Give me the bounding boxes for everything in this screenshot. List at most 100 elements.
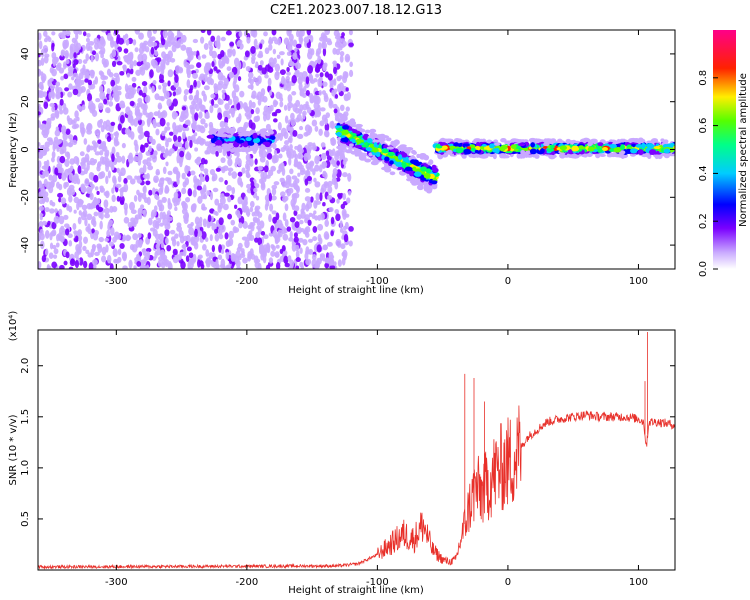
heatmap-band-cell bbox=[458, 143, 463, 147]
heatmap-speckle bbox=[251, 90, 257, 99]
heatmap-speckle bbox=[143, 130, 150, 138]
heatmap-speckle bbox=[211, 222, 217, 231]
heatmap-speckle bbox=[241, 236, 248, 241]
colorbar-gradient bbox=[713, 30, 736, 269]
heatmap-speckle bbox=[52, 254, 58, 259]
heatmap-speckle bbox=[220, 36, 226, 42]
heatmap-speckle bbox=[119, 70, 125, 76]
heatmap-speckle bbox=[167, 80, 171, 87]
heatmap-speckle bbox=[248, 230, 253, 236]
heatmap-speckle bbox=[148, 217, 153, 226]
heatmap-speckle bbox=[174, 74, 179, 83]
heatmap-speckle bbox=[47, 220, 51, 226]
heatmap-speckle bbox=[57, 192, 64, 198]
heatmap-speckle bbox=[198, 125, 205, 130]
heatmap-speckle bbox=[275, 71, 280, 76]
heatmap-speckle bbox=[217, 97, 222, 105]
heatmap-speckle bbox=[152, 228, 158, 237]
heatmap-speckle bbox=[264, 74, 269, 79]
top-ytick-label: -40 bbox=[20, 237, 31, 253]
heatmap-speckle bbox=[143, 85, 148, 95]
heatmap-speckle bbox=[59, 155, 66, 164]
heatmap-speckle bbox=[75, 243, 81, 253]
heatmap-speckle bbox=[270, 61, 276, 68]
heatmap-speckle bbox=[269, 203, 274, 212]
heatmap-speckle bbox=[184, 62, 190, 69]
top-ytick-label: 20 bbox=[20, 95, 31, 108]
heatmap-speckle bbox=[289, 259, 295, 269]
heatmap-speckle bbox=[188, 94, 194, 101]
heatmap-speckle bbox=[200, 157, 206, 165]
heatmap-speckle bbox=[197, 232, 203, 237]
heatmap-speckle bbox=[50, 230, 56, 237]
heatmap-speckle bbox=[38, 261, 42, 269]
heatmap-speckle bbox=[75, 42, 82, 51]
heatmap-speckle bbox=[313, 210, 317, 215]
heatmap-speckle bbox=[321, 114, 327, 122]
heatmap-speckle bbox=[101, 80, 107, 86]
heatmap-band-cell bbox=[262, 141, 271, 146]
heatmap-speckle bbox=[75, 32, 79, 40]
heatmap-speckle bbox=[311, 254, 317, 261]
heatmap-speckle bbox=[302, 76, 307, 82]
heatmap-speckle bbox=[293, 232, 298, 238]
heatmap-speckle bbox=[196, 185, 202, 191]
heatmap-band-cell bbox=[389, 171, 396, 176]
heatmap-speckle bbox=[64, 52, 69, 59]
heatmap-speckle bbox=[184, 120, 191, 126]
heatmap-speckle bbox=[141, 47, 147, 52]
heatmap-speckle bbox=[236, 40, 242, 48]
heatmap-speckle bbox=[140, 103, 147, 110]
heatmap-speckle bbox=[145, 251, 151, 257]
heatmap-band-cell bbox=[463, 148, 471, 155]
heatmap-speckle bbox=[183, 94, 188, 102]
heatmap-speckle bbox=[76, 104, 81, 110]
heatmap-speckle bbox=[189, 139, 193, 149]
heatmap-speckle bbox=[334, 208, 340, 215]
heatmap-speckle bbox=[99, 118, 104, 124]
heatmap-speckle bbox=[247, 71, 254, 79]
heatmap-speckle bbox=[264, 47, 270, 55]
heatmap-speckle bbox=[308, 212, 313, 217]
heatmap-speckle bbox=[121, 142, 126, 149]
heatmap-speckle bbox=[235, 266, 242, 269]
heatmap-speckle bbox=[314, 66, 321, 73]
heatmap-speckle bbox=[153, 150, 158, 156]
heatmap-speckle bbox=[327, 185, 333, 194]
heatmap-speckle bbox=[48, 174, 53, 181]
heatmap-speckle bbox=[126, 72, 131, 78]
heatmap-speckle bbox=[229, 41, 235, 47]
heatmap-speckle bbox=[127, 84, 133, 91]
heatmap-speckle bbox=[99, 185, 104, 191]
heatmap-speckle bbox=[199, 73, 205, 80]
heatmap-speckle bbox=[193, 51, 197, 56]
heatmap-speckle bbox=[238, 222, 243, 229]
heatmap-speckle bbox=[133, 216, 139, 225]
heatmap-speckle bbox=[233, 84, 240, 93]
heatmap-speckle bbox=[307, 219, 312, 226]
heatmap-band-cell bbox=[375, 151, 381, 158]
heatmap-speckle bbox=[155, 243, 160, 250]
heatmap-speckle bbox=[74, 260, 80, 269]
top-xtick-label: 100 bbox=[629, 276, 648, 287]
heatmap-speckle bbox=[278, 51, 285, 56]
heatmap-band-cell bbox=[441, 145, 448, 150]
heatmap-speckle bbox=[204, 174, 210, 183]
heatmap-speckle bbox=[166, 137, 172, 143]
heatmap-speckle bbox=[305, 89, 310, 97]
heatmap-speckle bbox=[236, 102, 241, 111]
heatmap-band-cell bbox=[492, 153, 497, 160]
heatmap-speckle bbox=[152, 187, 156, 196]
heatmap-speckle bbox=[246, 171, 251, 179]
heatmap-speckle bbox=[142, 186, 147, 193]
heatmap-speckle bbox=[321, 183, 327, 193]
heatmap-speckle bbox=[196, 80, 201, 88]
heatmap-speckle bbox=[127, 155, 134, 164]
heatmap-speckle bbox=[331, 89, 336, 97]
heatmap-speckle bbox=[318, 89, 322, 96]
heatmap-speckle bbox=[203, 85, 210, 91]
heatmap-speckle bbox=[253, 210, 260, 217]
heatmap-band-cell bbox=[412, 150, 417, 155]
heatmap-speckle bbox=[271, 195, 277, 201]
